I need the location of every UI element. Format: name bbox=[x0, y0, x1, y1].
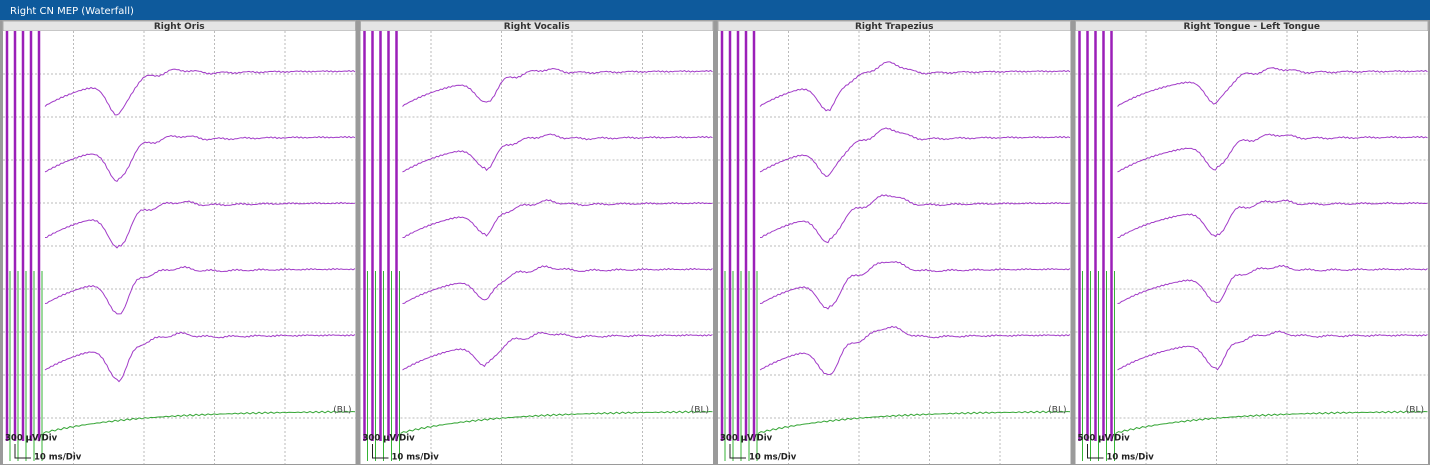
scale-axes bbox=[14, 444, 31, 459]
trace bbox=[44, 331, 356, 383]
trace bbox=[44, 68, 356, 116]
panel-title: Right Trapezius bbox=[855, 22, 934, 32]
panel-title: Right Tongue - Left Tongue bbox=[1184, 22, 1320, 32]
amplitude-scale: 300 µV/Div bbox=[5, 434, 58, 444]
baseline-label: (BL) bbox=[691, 406, 709, 416]
plot-area bbox=[1075, 31, 1428, 464]
trace bbox=[44, 134, 356, 183]
trace bbox=[402, 265, 713, 304]
plot-area bbox=[360, 31, 713, 464]
baseline-label: (BL) bbox=[333, 406, 351, 416]
scale-axes bbox=[372, 444, 389, 459]
time-scale: 10 ms/Div bbox=[392, 453, 440, 463]
trace bbox=[44, 265, 356, 315]
trace bbox=[1117, 133, 1428, 173]
panel: Right Vocalis (BL) 300 µV/Div 10 ms/Div bbox=[360, 20, 714, 464]
window-title: Right CN MEP (Waterfall) bbox=[10, 6, 134, 17]
plot-area bbox=[718, 31, 1071, 464]
scale-axes bbox=[729, 444, 746, 459]
trace bbox=[1117, 264, 1428, 304]
trace bbox=[1117, 330, 1428, 371]
scale-axes bbox=[1087, 444, 1104, 459]
title-bar bbox=[0, 0, 1430, 20]
amplitude-scale: 300 µV/Div bbox=[363, 434, 416, 444]
panel: Right Trapezius (BL) 300 µV/Div 10 ms/Div bbox=[717, 20, 1071, 464]
trace bbox=[44, 200, 356, 249]
baseline-trace bbox=[42, 410, 356, 435]
trace bbox=[759, 325, 1071, 376]
trace bbox=[759, 61, 1071, 112]
amplitude-scale: 300 µV/Div bbox=[720, 434, 773, 444]
baseline-label: (BL) bbox=[1048, 406, 1066, 416]
time-scale: 10 ms/Div bbox=[34, 453, 82, 463]
baseline-trace bbox=[400, 410, 713, 435]
panel: Right Tongue - Left Tongue (BL) 500 µV/Div… bbox=[1075, 20, 1429, 464]
panel-title: Right Vocalis bbox=[504, 22, 570, 32]
plot-area bbox=[3, 31, 356, 464]
baseline-trace bbox=[1115, 410, 1428, 435]
trace bbox=[402, 331, 713, 371]
panel-title: Right Oris bbox=[154, 22, 205, 32]
time-scale: 10 ms/Div bbox=[749, 453, 797, 463]
time-scale: 10 ms/Div bbox=[1107, 453, 1155, 463]
amplitude-scale: 500 µV/Div bbox=[1078, 434, 1131, 444]
trace bbox=[759, 194, 1071, 244]
trace bbox=[1117, 67, 1428, 107]
trace bbox=[402, 133, 713, 173]
trace bbox=[759, 260, 1071, 310]
trace bbox=[402, 199, 713, 238]
baseline-label: (BL) bbox=[1406, 406, 1424, 416]
trace bbox=[402, 67, 713, 107]
trace bbox=[1117, 199, 1428, 238]
panel: Right Oris (BL) 300 µV/Div 10 ms/Div bbox=[2, 20, 356, 464]
baseline-trace bbox=[757, 410, 1071, 435]
trace bbox=[759, 127, 1071, 178]
